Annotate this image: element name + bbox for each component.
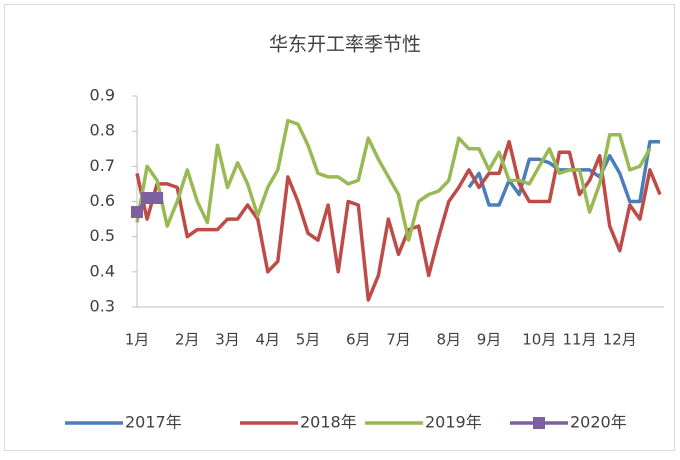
point-marker <box>141 191 154 204</box>
y-tick-label: 0.7 <box>90 156 115 175</box>
legend-label: 2017年 <box>125 413 182 432</box>
point-marker <box>151 191 164 204</box>
x-tick-label: 7月 <box>386 331 411 349</box>
x-tick-label: 3月 <box>215 331 240 349</box>
x-tick-label: 9月 <box>477 331 502 349</box>
x-tick-label: 1月 <box>125 331 150 349</box>
y-tick-label: 0.9 <box>90 86 115 105</box>
x-tick-label: 12月 <box>603 331 637 349</box>
legend-label: 2018年 <box>300 413 357 432</box>
chart-title: 华东开工率季节性 <box>269 34 421 56</box>
y-tick-label: 0.3 <box>90 297 115 316</box>
series-line <box>135 118 652 242</box>
x-tick-label: 5月 <box>296 331 321 349</box>
chart-frame <box>4 4 675 451</box>
y-tick-label: 0.6 <box>90 191 115 210</box>
legend-label: 2019年 <box>425 413 482 432</box>
legend-label: 2020年 <box>570 413 627 432</box>
x-tick-label: 8月 <box>437 331 462 349</box>
x-tick-label: 6月 <box>346 331 371 349</box>
legend-marker <box>533 417 545 429</box>
point-marker <box>131 206 143 219</box>
series-line <box>135 139 662 302</box>
y-tick-label: 0.5 <box>90 226 115 245</box>
y-tick-label: 0.8 <box>90 121 115 140</box>
x-tick-label: 11月 <box>562 331 596 349</box>
x-tick-label: 4月 <box>255 331 280 349</box>
y-tick-label: 0.4 <box>90 261 115 280</box>
x-tick-label: 2月 <box>175 331 200 349</box>
x-tick-label: 10月 <box>522 331 556 349</box>
